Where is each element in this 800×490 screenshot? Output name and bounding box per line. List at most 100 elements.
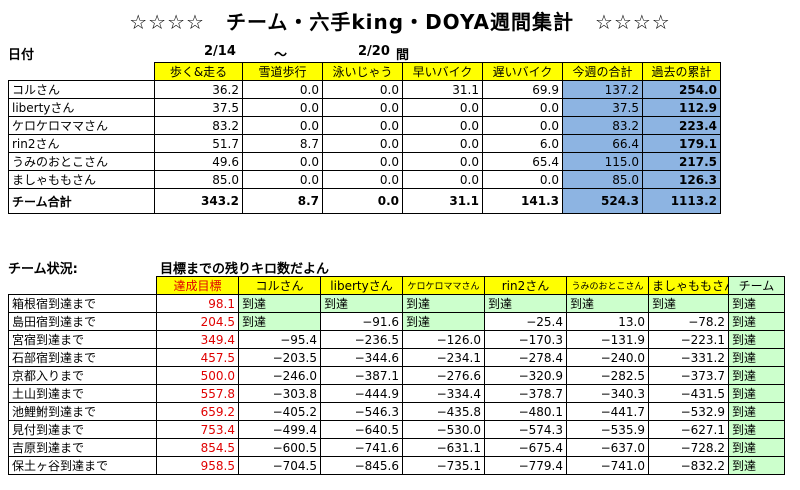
remaining-value: −344.6 bbox=[320, 348, 403, 367]
goal-name: 宮宿到達まで bbox=[8, 330, 157, 349]
remaining-value: −373.7 bbox=[648, 366, 729, 385]
remaining-value: −95.4 bbox=[238, 330, 321, 349]
weekly-value: 0.0 bbox=[242, 80, 323, 99]
goal-name: 石部宿到達まで bbox=[8, 348, 157, 367]
status-row: 箱根宿到達まで 98.1 到達 到達 到達 到達 到達 到達 到達 bbox=[8, 294, 785, 313]
weekly-value: 0.0 bbox=[482, 98, 563, 117]
weekly-value: 36.2 bbox=[154, 80, 243, 99]
date-start: 2/14 bbox=[204, 44, 236, 59]
goal-distance: 659.2 bbox=[156, 402, 239, 421]
weekly-value: 85.0 bbox=[154, 170, 243, 189]
remaining-value: 到達 bbox=[728, 348, 785, 367]
page-title: ☆☆☆☆ チーム・六手king・DOYA週間集計 ☆☆☆☆ bbox=[129, 10, 671, 34]
status-row: 島田宿到達まで 204.5 到達 −91.6 到達 −25.4 13.0 −78.2 到達 bbox=[8, 312, 785, 331]
remaining-value: 到達 bbox=[728, 384, 785, 403]
goal-name: 見付到達まで bbox=[8, 420, 157, 439]
status-column-header: 達成目標 bbox=[156, 276, 239, 295]
weekly-value: 126.3 bbox=[642, 170, 721, 189]
goal-distance: 204.5 bbox=[156, 312, 239, 331]
weekly-value: 66.4 bbox=[562, 134, 643, 153]
remaining-value: −640.5 bbox=[320, 420, 403, 439]
weekly-column-header: 今週の合計 bbox=[562, 62, 643, 81]
remaining-value: −320.9 bbox=[484, 366, 567, 385]
remaining-value: 到達 bbox=[320, 294, 403, 313]
weekly-value: 0.0 bbox=[322, 116, 403, 135]
date-tilde: ～ bbox=[274, 48, 288, 63]
date-range: 日付 2/14 ～ 2/20 間 bbox=[8, 44, 568, 63]
total-value: 0.0 bbox=[322, 188, 403, 214]
weekly-value: 223.4 bbox=[642, 116, 721, 135]
total-value: 8.7 bbox=[242, 188, 323, 214]
remaining-value: −444.9 bbox=[320, 384, 403, 403]
goal-name: 箱根宿到達まで bbox=[8, 294, 157, 313]
total-value: 141.3 bbox=[482, 188, 563, 214]
status-header-corner bbox=[8, 276, 157, 295]
weekly-value: 179.1 bbox=[642, 134, 721, 153]
status-header-row: 達成目標 コルさん libertyさん ケロケロママさん rin2さん うみのおとこさんま… bbox=[8, 276, 785, 295]
weekly-value: 0.0 bbox=[402, 134, 483, 153]
remaining-value: −530.0 bbox=[402, 420, 485, 439]
weekly-value: 0.0 bbox=[402, 116, 483, 135]
status-row: 見付到達まで 753.4 −499.4 −640.5 −530.0 −574.3 −535.… bbox=[8, 420, 785, 439]
remaining-value: −431.5 bbox=[648, 384, 729, 403]
weekly-row: うみのおとこさん 49.6 0.0 0.0 0.0 65.4 115.0 217.5 bbox=[8, 152, 721, 171]
remaining-value: −574.3 bbox=[484, 420, 567, 439]
remaining-value: −728.2 bbox=[648, 438, 729, 457]
weekly-header-corner bbox=[8, 62, 155, 81]
remaining-value: −203.5 bbox=[238, 348, 321, 367]
remaining-value: −631.1 bbox=[402, 438, 485, 457]
remaining-value: −832.2 bbox=[648, 456, 729, 475]
remaining-value: 到達 bbox=[238, 312, 321, 331]
status-row: 石部宿到達まで 457.5 −203.5 −344.6 −234.1 −278.4 −240… bbox=[8, 348, 785, 367]
date-suffix: 間 bbox=[396, 48, 410, 63]
weekly-column-header: 過去の累計 bbox=[642, 62, 721, 81]
member-name: ましゃももさん bbox=[8, 170, 155, 189]
goal-distance: 557.8 bbox=[156, 384, 239, 403]
date-label: 日付 bbox=[8, 48, 35, 63]
status-subtitle: 目標までの残りキロ数だよん bbox=[160, 262, 330, 277]
remaining-value: −282.5 bbox=[566, 366, 649, 385]
remaining-value: −546.3 bbox=[320, 402, 403, 421]
remaining-value: 到達 bbox=[402, 294, 485, 313]
goal-distance: 854.5 bbox=[156, 438, 239, 457]
total-value: 524.3 bbox=[562, 188, 643, 214]
remaining-value: −441.7 bbox=[566, 402, 649, 421]
total-label: チーム合計 bbox=[8, 188, 155, 214]
member-name: ケロケロママさん bbox=[8, 116, 155, 135]
status-column-header: チーム bbox=[728, 276, 785, 295]
weekly-value: 0.0 bbox=[322, 98, 403, 117]
weekly-value: 254.0 bbox=[642, 80, 721, 99]
status-column-header: libertyさん bbox=[320, 276, 403, 295]
goal-distance: 457.5 bbox=[156, 348, 239, 367]
weekly-column-header: 泳いじゃう bbox=[322, 62, 403, 81]
goal-name: 土山到達まで bbox=[8, 384, 157, 403]
weekly-value: 65.4 bbox=[482, 152, 563, 171]
remaining-value: −234.1 bbox=[402, 348, 485, 367]
goal-distance: 753.4 bbox=[156, 420, 239, 439]
member-name: libertyさん bbox=[8, 98, 155, 117]
weekly-value: 0.0 bbox=[402, 170, 483, 189]
remaining-value: −435.8 bbox=[402, 402, 485, 421]
remaining-value: 到達 bbox=[728, 456, 785, 475]
remaining-value: −480.1 bbox=[484, 402, 567, 421]
status-row: 吉原到達まで 854.5 −600.5 −741.6 −631.1 −675.4 −637.… bbox=[8, 438, 785, 457]
remaining-value: −91.6 bbox=[320, 312, 403, 331]
member-name: うみのおとこさん bbox=[8, 152, 155, 171]
remaining-value: −499.4 bbox=[238, 420, 321, 439]
status-row: 土山到達まで 557.8 −303.8 −444.9 −334.4 −378.7 −340.… bbox=[8, 384, 785, 403]
remaining-value: −331.2 bbox=[648, 348, 729, 367]
remaining-value: 到達 bbox=[238, 294, 321, 313]
member-name: rin2さん bbox=[8, 134, 155, 153]
goal-name: 池鯉鮒到達まで bbox=[8, 402, 157, 421]
remaining-value: −637.0 bbox=[566, 438, 649, 457]
weekly-row: ましゃももさん 85.0 0.0 0.0 0.0 0.0 85.0 126.3 bbox=[8, 170, 721, 189]
weekly-row: コルさん 36.2 0.0 0.0 31.1 69.9 137.2 254.0 bbox=[8, 80, 721, 99]
weekly-value: 217.5 bbox=[642, 152, 721, 171]
total-value: 343.2 bbox=[154, 188, 243, 214]
goal-distance: 500.0 bbox=[156, 366, 239, 385]
weekly-value: 0.0 bbox=[242, 152, 323, 171]
remaining-value: 到達 bbox=[402, 312, 485, 331]
remaining-value: −535.9 bbox=[566, 420, 649, 439]
weekly-value: 0.0 bbox=[322, 152, 403, 171]
remaining-value: −25.4 bbox=[484, 312, 567, 331]
